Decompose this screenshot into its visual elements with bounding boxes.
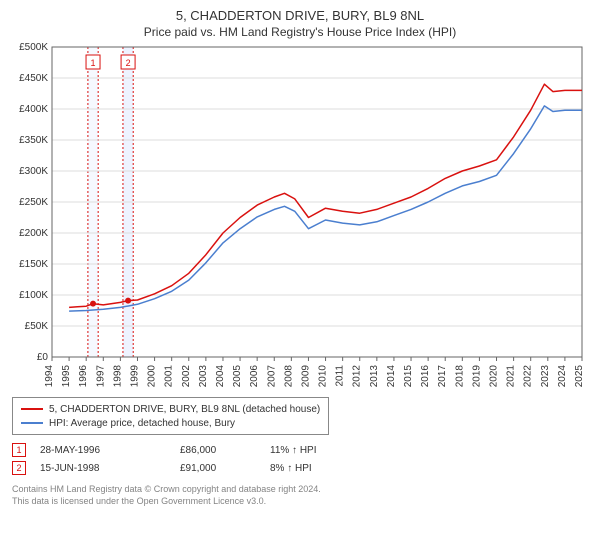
x-tick-label: 2019 (471, 365, 482, 388)
y-tick-label: £0 (37, 352, 49, 363)
transaction-date: 15-JUN-1998 (40, 463, 180, 474)
x-tick-label: 1997 (95, 365, 106, 388)
event-marker-dot (90, 301, 96, 307)
license-note: Contains HM Land Registry data © Crown c… (12, 483, 588, 507)
transaction-price: £91,000 (180, 463, 270, 474)
x-tick-label: 1998 (112, 365, 123, 388)
x-tick-label: 2004 (215, 365, 226, 388)
x-tick-label: 2025 (574, 365, 585, 388)
legend-label: HPI: Average price, detached house, Bury (49, 418, 235, 429)
x-tick-label: 2022 (523, 365, 534, 388)
x-tick-label: 2023 (540, 365, 551, 388)
x-tick-label: 2017 (437, 365, 448, 388)
y-tick-label: £100K (19, 290, 48, 301)
legend-swatch (21, 408, 43, 410)
x-tick-label: 2021 (506, 365, 517, 388)
transaction-row: 2 15-JUN-1998 £91,000 8% ↑ HPI (12, 459, 588, 477)
marker-badge: 1 (12, 443, 26, 457)
x-tick-label: 1999 (129, 365, 140, 388)
y-tick-label: £300K (19, 166, 48, 177)
x-tick-label: 1996 (78, 365, 89, 388)
transaction-hpi: 11% ↑ HPI (270, 445, 360, 456)
title-sub: Price paid vs. HM Land Registry's House … (12, 25, 588, 39)
x-tick-label: 2007 (266, 365, 277, 388)
transaction-date: 28-MAY-1996 (40, 445, 180, 456)
x-tick-label: 2000 (147, 365, 158, 388)
y-tick-label: £400K (19, 104, 48, 115)
x-tick-label: 2016 (420, 365, 431, 388)
x-tick-label: 2005 (232, 365, 243, 388)
legend-row: 5, CHADDERTON DRIVE, BURY, BL9 8NL (deta… (21, 402, 320, 416)
x-tick-label: 2012 (352, 365, 363, 388)
transaction-list: 1 28-MAY-1996 £86,000 11% ↑ HPI 2 15-JUN… (12, 441, 588, 477)
x-tick-label: 2008 (283, 365, 294, 388)
y-tick-label: £350K (19, 135, 48, 146)
y-tick-label: £500K (19, 43, 48, 53)
x-tick-label: 2003 (198, 365, 209, 388)
x-tick-label: 2011 (335, 365, 346, 387)
x-tick-label: 2006 (249, 365, 260, 388)
y-tick-label: £50K (25, 321, 49, 332)
legend: 5, CHADDERTON DRIVE, BURY, BL9 8NL (deta… (12, 397, 329, 435)
y-tick-label: £250K (19, 197, 48, 208)
legend-swatch (21, 422, 43, 424)
title-main: 5, CHADDERTON DRIVE, BURY, BL9 8NL (12, 8, 588, 23)
transaction-row: 1 28-MAY-1996 £86,000 11% ↑ HPI (12, 441, 588, 459)
x-tick-label: 2015 (403, 365, 414, 388)
x-tick-label: 1994 (44, 365, 55, 388)
x-tick-label: 1995 (61, 365, 72, 388)
y-tick-label: £150K (19, 259, 48, 270)
x-tick-label: 2020 (489, 365, 500, 388)
legend-row: HPI: Average price, detached house, Bury (21, 416, 320, 430)
x-tick-label: 2009 (300, 365, 311, 388)
legend-label: 5, CHADDERTON DRIVE, BURY, BL9 8NL (deta… (49, 404, 320, 415)
chart-svg: £0 £50K £100K £150K £200K £250K £300K £350K £400… (12, 43, 588, 393)
x-tick-label: 2014 (386, 365, 397, 388)
license-line: This data is licensed under the Open Gov… (12, 495, 588, 507)
x-tick-label: 2018 (454, 365, 465, 388)
x-tick-label: 2002 (181, 365, 192, 388)
marker-badge: 2 (12, 461, 26, 475)
event-marker-badge-label: 2 (126, 58, 131, 68)
event-marker-badge-label: 1 (91, 58, 96, 68)
event-marker-dot (125, 298, 131, 304)
price-chart: £0 £50K £100K £150K £200K £250K £300K £350K £400… (12, 43, 588, 393)
license-line: Contains HM Land Registry data © Crown c… (12, 483, 588, 495)
y-tick-label: £200K (19, 228, 48, 239)
y-tick-label: £450K (19, 73, 48, 84)
x-tick-label: 2013 (369, 365, 380, 388)
x-tick-label: 2001 (164, 365, 175, 388)
transaction-hpi: 8% ↑ HPI (270, 463, 360, 474)
transaction-price: £86,000 (180, 445, 270, 456)
x-tick-label: 2024 (557, 365, 568, 388)
x-tick-label: 2010 (318, 365, 329, 388)
